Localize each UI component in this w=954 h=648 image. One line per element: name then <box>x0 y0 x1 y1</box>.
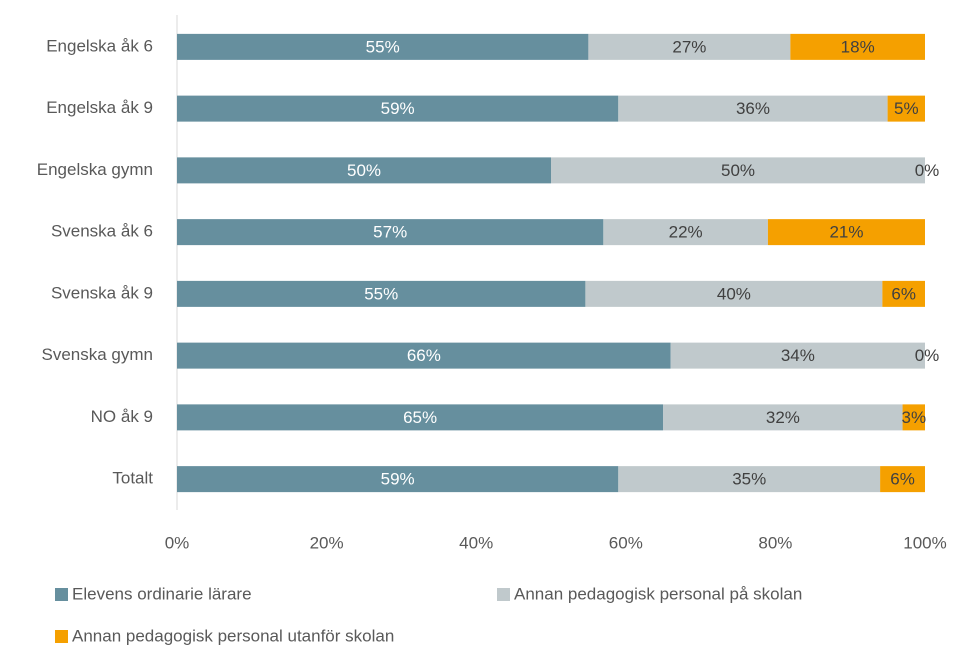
bar-segment <box>880 466 925 493</box>
x-tick-label: 100% <box>903 533 946 552</box>
y-tick-label: Svenska gymn <box>42 345 154 364</box>
bar-segment <box>902 404 925 431</box>
legend-swatch <box>497 588 510 601</box>
data-label: 40% <box>717 284 751 303</box>
data-label: 55% <box>366 37 400 56</box>
y-tick-label: NO åk 9 <box>91 407 153 426</box>
data-label: 50% <box>721 161 755 180</box>
data-label: 18% <box>841 37 875 56</box>
y-tick-label: Svenska åk 9 <box>51 283 153 302</box>
data-label: 65% <box>403 408 437 427</box>
bar-segment <box>585 280 883 307</box>
bar-segment <box>177 33 589 60</box>
bar-segment <box>618 95 888 122</box>
data-label: 57% <box>373 223 407 242</box>
data-label: 3% <box>901 408 926 427</box>
data-label: 0% <box>915 346 940 365</box>
bar-segment <box>177 280 586 307</box>
data-label: 21% <box>829 223 863 242</box>
legend-swatch <box>55 588 68 601</box>
bar-segment <box>887 95 925 122</box>
data-label: 0% <box>915 161 940 180</box>
y-tick-label: Svenska åk 6 <box>51 222 153 241</box>
bar-segment <box>670 342 925 369</box>
data-label: 66% <box>407 346 441 365</box>
legend-label: Elevens ordinarie lärare <box>72 584 252 603</box>
bar-segment <box>588 33 791 60</box>
x-tick-label: 40% <box>459 533 493 552</box>
bar-segment <box>177 219 604 246</box>
bar-segment <box>177 466 619 493</box>
bar-segment <box>551 157 925 184</box>
bar-segment <box>177 95 619 122</box>
bar-segment <box>767 219 925 246</box>
data-label: 5% <box>894 99 919 118</box>
y-tick-label: Totalt <box>112 469 153 488</box>
y-tick-label: Engelska åk 9 <box>46 98 153 117</box>
x-tick-label: 80% <box>758 533 792 552</box>
data-label: 6% <box>891 284 916 303</box>
x-tick-label: 60% <box>609 533 643 552</box>
data-label: 59% <box>381 470 415 489</box>
bar-segment <box>882 280 925 307</box>
legend-label: Annan pedagogisk personal på skolan <box>514 584 802 603</box>
data-label: 55% <box>364 284 398 303</box>
bar-segment <box>618 466 881 493</box>
bar-segment <box>663 404 903 431</box>
bar-segment <box>177 342 671 369</box>
data-label: 35% <box>732 470 766 489</box>
legend-swatch <box>55 630 68 643</box>
bar-segment <box>790 33 925 60</box>
data-label: 32% <box>766 408 800 427</box>
y-tick-label: Engelska gymn <box>37 160 153 179</box>
data-label: 34% <box>781 346 815 365</box>
bar-segment <box>177 404 664 431</box>
data-label: 50% <box>347 161 381 180</box>
bar-segment <box>603 219 768 246</box>
data-label: 59% <box>381 99 415 118</box>
x-tick-label: 20% <box>310 533 344 552</box>
data-label: 6% <box>890 470 915 489</box>
bar-segment <box>177 157 551 184</box>
x-tick-label: 0% <box>165 533 190 552</box>
data-label: 27% <box>672 37 706 56</box>
data-label: 36% <box>736 99 770 118</box>
legend-label: Annan pedagogisk personal utanför skolan <box>72 626 394 645</box>
data-label: 22% <box>669 223 703 242</box>
y-tick-label: Engelska åk 6 <box>46 36 153 55</box>
